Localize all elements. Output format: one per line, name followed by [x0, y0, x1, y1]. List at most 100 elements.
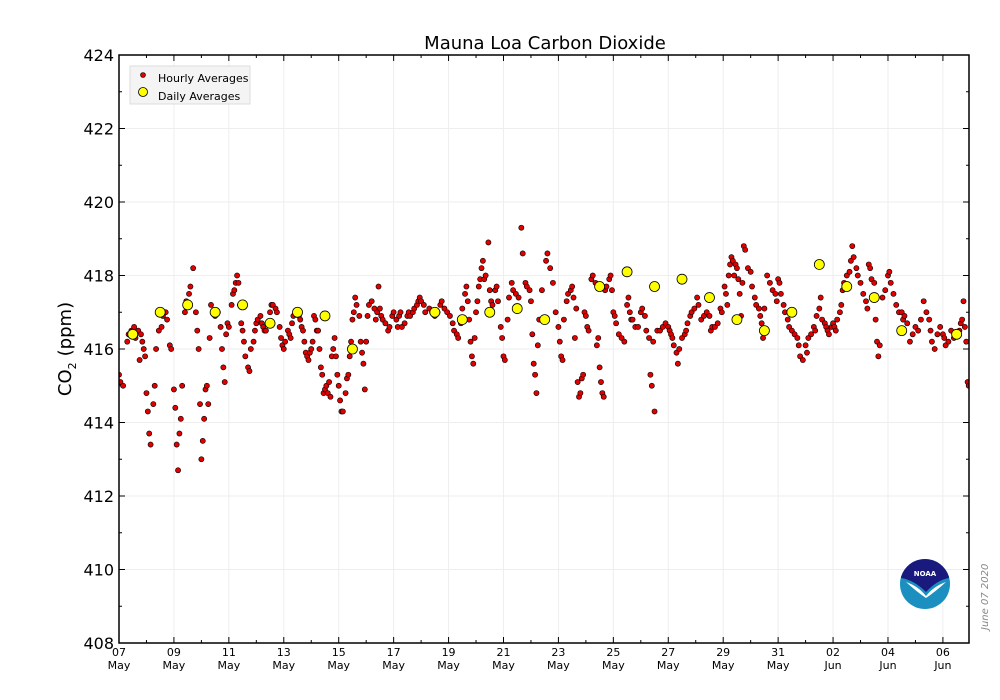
hourly-point	[961, 324, 968, 330]
hourly-point	[363, 338, 370, 345]
hourly-point	[186, 290, 192, 297]
hourly-point	[469, 353, 475, 360]
hourly-point	[639, 305, 646, 312]
hourly-point	[235, 279, 242, 286]
hourly-point	[887, 279, 894, 286]
x-tick-day: 23	[551, 646, 565, 659]
daily-point	[484, 306, 496, 318]
hourly-point	[907, 338, 913, 345]
hourly-point	[570, 294, 577, 301]
hourly-point	[794, 335, 801, 341]
x-tick-day: 02	[826, 646, 840, 659]
hourly-point	[734, 265, 740, 272]
legend-box	[129, 65, 251, 105]
hourly-point	[172, 404, 179, 411]
hourly-point	[357, 338, 364, 345]
hourly-point	[464, 298, 471, 305]
hourly-point	[316, 346, 323, 352]
hourly-point	[595, 335, 602, 341]
hourly-point	[330, 346, 337, 352]
hourly-point	[158, 324, 165, 330]
svg-text:CO2(ppm): CO2 (ppm)	[55, 302, 79, 396]
hourly-point	[495, 298, 501, 305]
hourly-point	[147, 441, 154, 448]
hourly-point	[274, 309, 280, 316]
hourly-point	[124, 338, 131, 345]
hourly-point	[504, 316, 511, 323]
hourly-point	[550, 279, 556, 286]
hourly-point	[757, 313, 764, 319]
hourly-point	[257, 313, 264, 319]
hourly-point	[462, 290, 468, 297]
hourly-point	[198, 456, 205, 463]
daily-point	[209, 306, 221, 318]
hourly-point	[282, 338, 289, 345]
daily-point	[621, 266, 633, 278]
x-tick-day: 11	[222, 646, 236, 659]
hourly-point	[528, 298, 534, 305]
hourly-point	[195, 346, 202, 352]
hourly-point	[353, 301, 360, 308]
x-tick-day: 13	[277, 646, 291, 659]
hourly-point	[526, 287, 533, 294]
hourly-point	[349, 316, 356, 323]
hourly-point	[140, 346, 147, 352]
hourly-point	[289, 320, 295, 327]
hourly-point	[648, 382, 655, 389]
hourly-point	[725, 272, 732, 279]
hourly-point	[669, 335, 676, 341]
hourly-point	[131, 324, 138, 330]
hourly-point	[506, 294, 512, 301]
hourly-point	[577, 390, 584, 396]
hourly-point	[886, 268, 893, 275]
hourly-point	[220, 364, 227, 371]
hourly-point	[348, 338, 354, 345]
daily-point	[237, 299, 248, 311]
hourly-point	[582, 313, 589, 319]
daily-point	[758, 325, 770, 337]
hourly-point	[486, 287, 493, 294]
hourly-point	[182, 309, 188, 316]
daily-point	[868, 292, 880, 303]
hourly-point	[760, 335, 766, 341]
noaa-logo-text: NOAA	[914, 570, 937, 578]
legend-hourly-marker	[140, 72, 146, 78]
x-tick-month: May	[272, 659, 295, 672]
hourly-point	[208, 301, 214, 308]
daily-point	[292, 306, 303, 318]
hourly-point	[179, 382, 186, 389]
hourly-point	[471, 335, 478, 341]
hourly-point	[372, 316, 379, 323]
hourly-point	[150, 401, 157, 408]
x-tick-month: May	[547, 659, 570, 672]
hourly-point	[934, 331, 941, 338]
hourly-point	[337, 397, 343, 404]
hourly-point	[221, 379, 228, 385]
hourly-point	[175, 467, 181, 474]
x-tick-day: 25	[606, 646, 620, 659]
x-tick-day: 19	[442, 646, 456, 659]
hourly-point	[335, 382, 342, 389]
hourly-point	[297, 316, 304, 323]
hourly-point	[718, 309, 725, 316]
hourly-point	[960, 298, 967, 305]
hourly-point	[625, 294, 632, 301]
hourly-point	[225, 324, 232, 330]
hourly-point	[834, 316, 841, 323]
hourly-point	[164, 316, 170, 323]
y-tick-label: 420	[83, 193, 114, 212]
hourly-point	[242, 353, 249, 360]
hourly-point	[812, 327, 819, 334]
hourly-point	[278, 335, 284, 341]
x-tick-month: May	[657, 659, 680, 672]
hourly-point	[146, 430, 153, 437]
hourly-point	[479, 257, 486, 264]
daily-point	[456, 314, 468, 326]
hourly-point	[758, 320, 765, 327]
hourly-point	[420, 301, 427, 308]
legend-hourly-label: Hourly Averages	[158, 72, 249, 85]
hourly-point	[473, 309, 479, 316]
hourly-point	[153, 346, 159, 352]
hourly-point	[684, 320, 691, 327]
daily-point	[896, 325, 908, 337]
